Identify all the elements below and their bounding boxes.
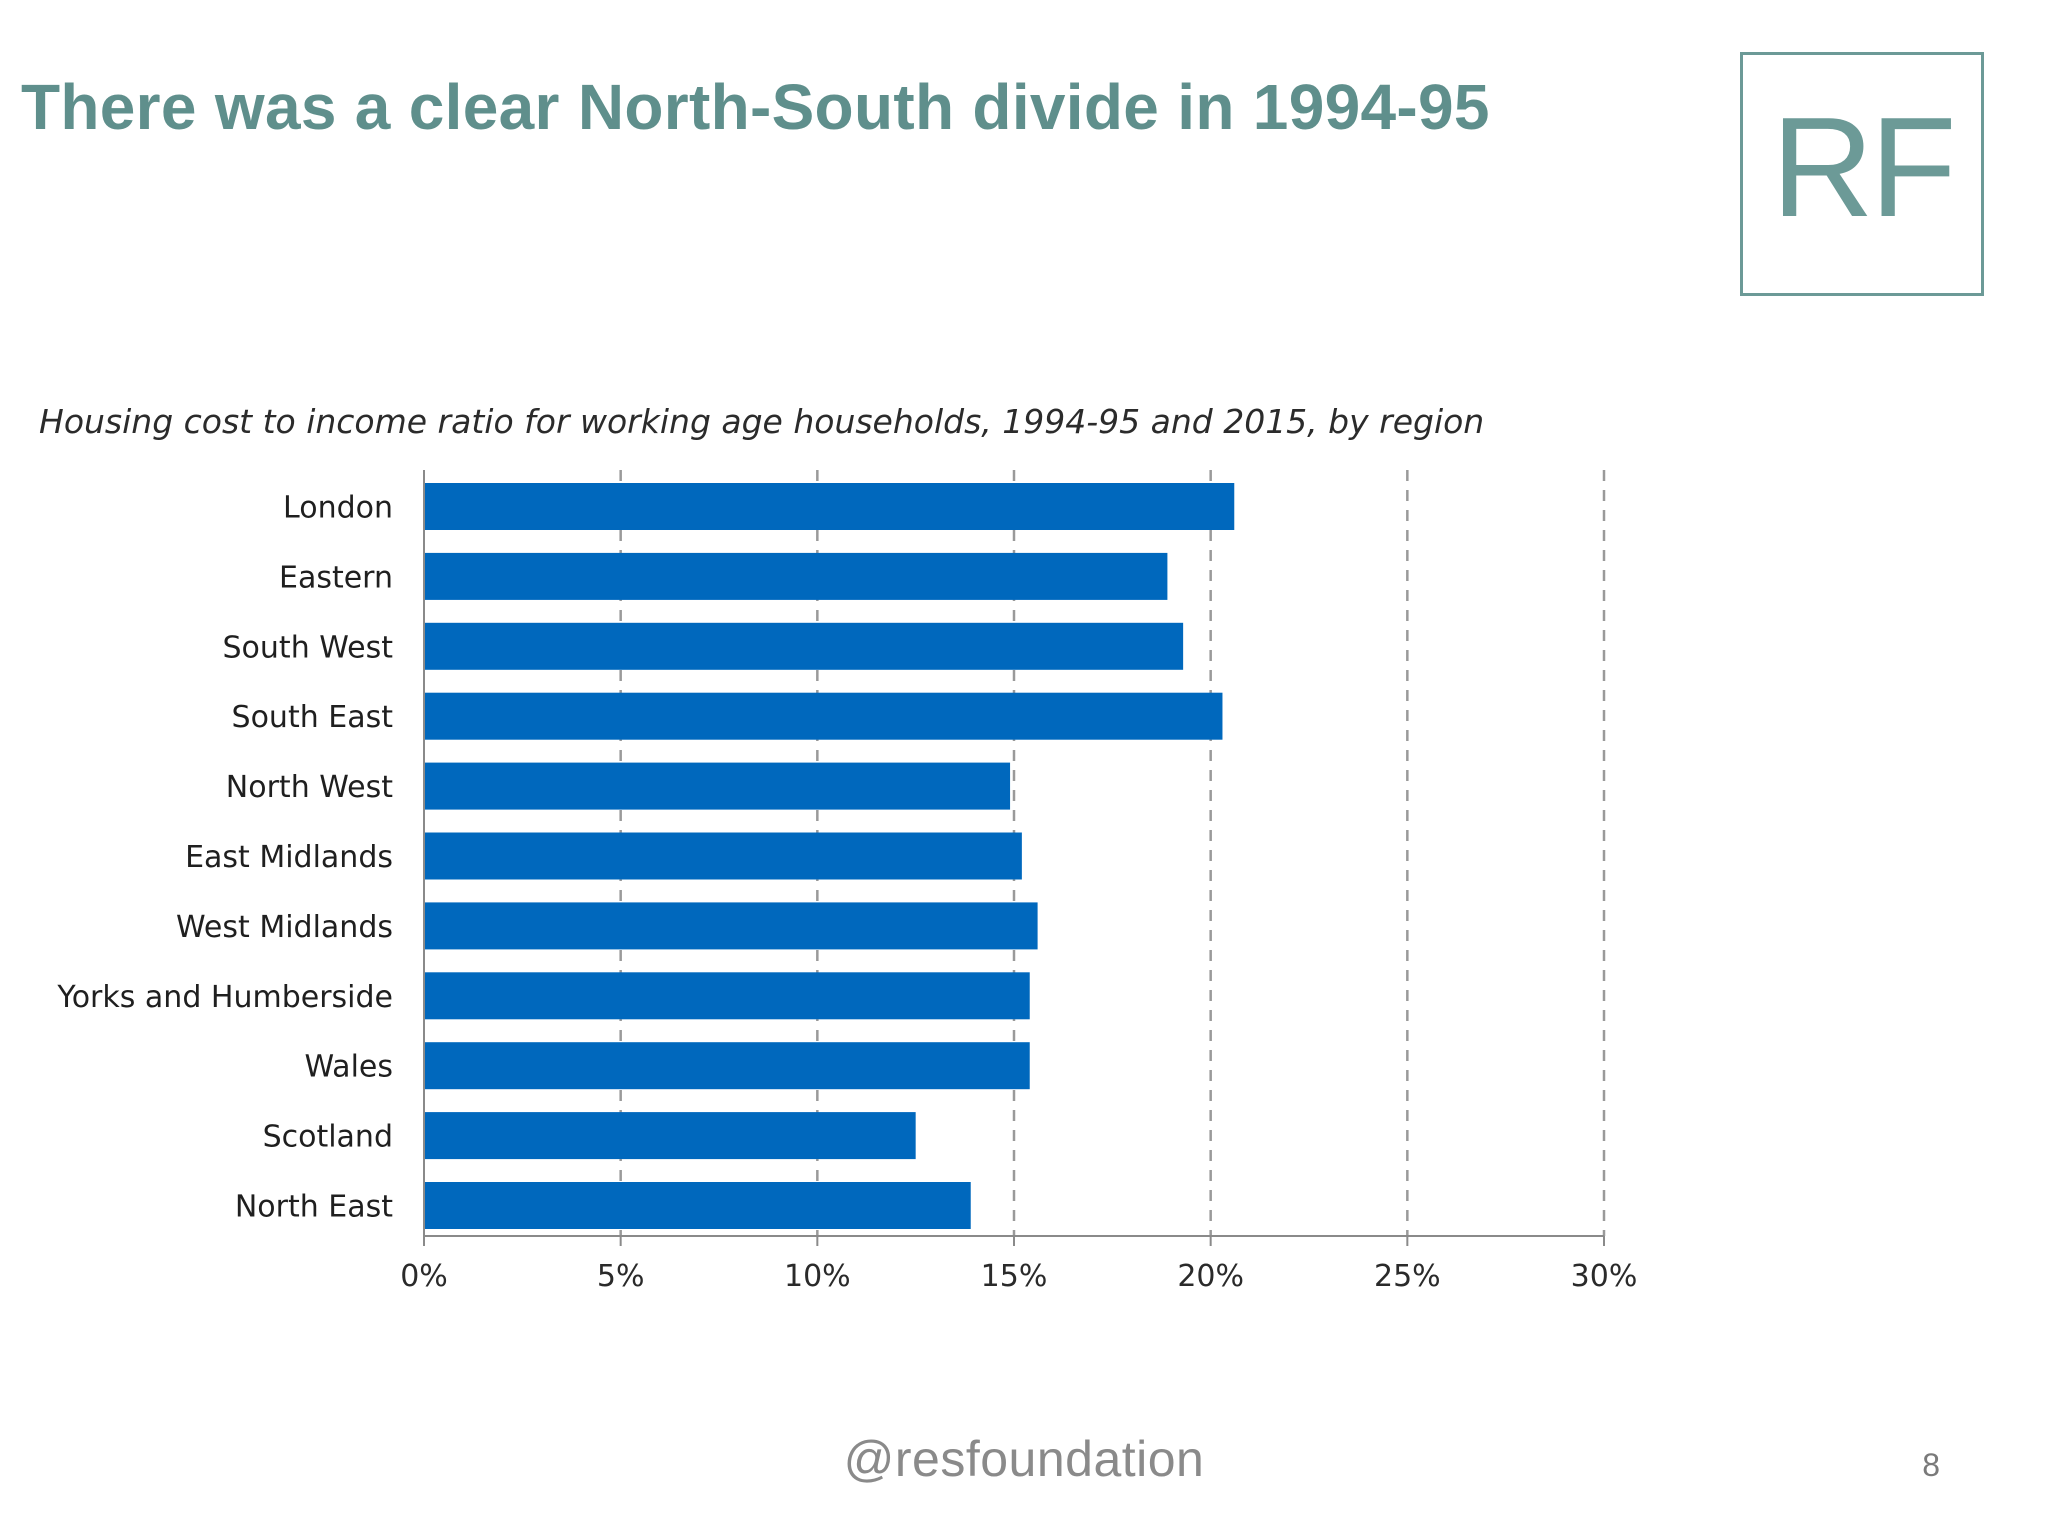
bar bbox=[424, 622, 1184, 670]
category-label: London bbox=[283, 491, 393, 526]
x-tick-label: 20% bbox=[1177, 1259, 1244, 1294]
bar bbox=[424, 1112, 916, 1160]
bar bbox=[424, 762, 1011, 810]
category-label: Scotland bbox=[263, 1120, 393, 1155]
page-number: 8 bbox=[1922, 1447, 1940, 1483]
x-tick-label: 0% bbox=[400, 1259, 448, 1294]
category-label: North East bbox=[235, 1190, 393, 1225]
x-tick-label: 10% bbox=[784, 1259, 851, 1294]
bar bbox=[424, 832, 1022, 880]
category-label: Wales bbox=[304, 1050, 393, 1085]
chart-title: Housing cost to income ratio for working… bbox=[39, 402, 1485, 441]
bar bbox=[424, 1042, 1030, 1090]
bar bbox=[424, 1182, 971, 1229]
bar bbox=[424, 483, 1235, 530]
category-label: North West bbox=[226, 770, 393, 805]
footer-handle: @resfoundation bbox=[843, 1431, 1205, 1487]
bar bbox=[424, 552, 1168, 600]
category-label: East Midlands bbox=[185, 840, 393, 875]
slide-title: There was a clear North-South divide in … bbox=[21, 71, 1490, 143]
bar bbox=[424, 692, 1223, 740]
bar bbox=[424, 902, 1038, 950]
x-tick-label: 30% bbox=[1571, 1259, 1638, 1294]
category-label: Yorks and Humberside bbox=[56, 980, 393, 1015]
x-tick-label: 5% bbox=[597, 1259, 645, 1294]
x-tick-label: 25% bbox=[1374, 1259, 1441, 1294]
rf-logo-text: RF bbox=[1771, 88, 1956, 247]
category-label: West Midlands bbox=[176, 910, 393, 945]
x-tick-label: 15% bbox=[981, 1259, 1048, 1294]
category-label: Eastern bbox=[279, 560, 393, 595]
category-label: South West bbox=[223, 630, 394, 665]
bar bbox=[424, 972, 1030, 1020]
rf-logo: RF bbox=[1740, 52, 1984, 296]
category-label: South East bbox=[232, 700, 394, 735]
